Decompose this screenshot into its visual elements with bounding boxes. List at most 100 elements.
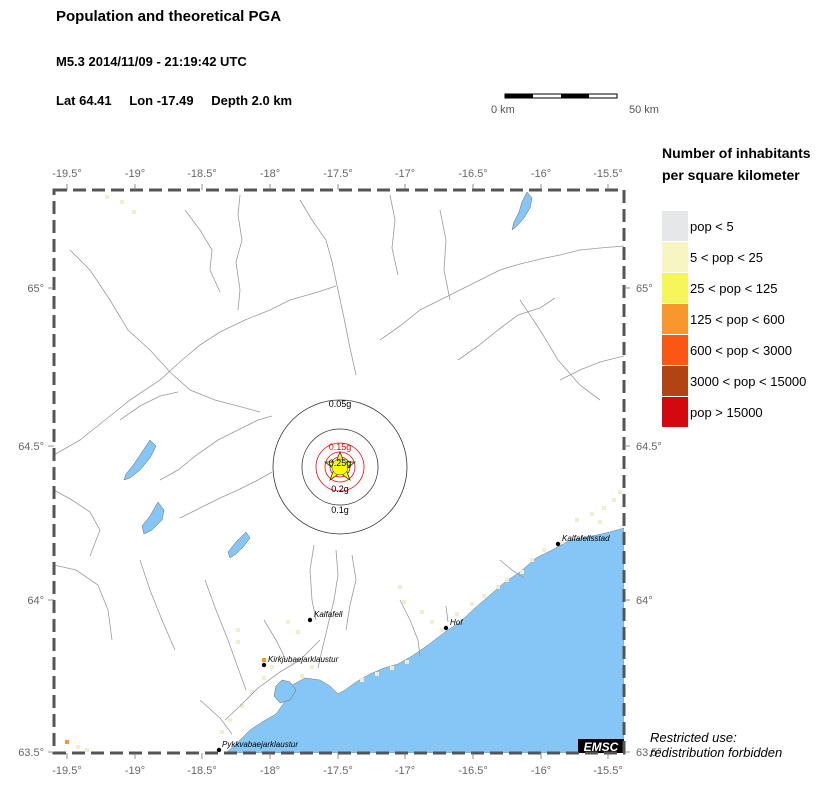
population-legend: Number of inhabitants per square kilomet… — [662, 142, 832, 427]
lon-tick-label: -16.5° — [458, 765, 487, 777]
legend-item: 3000 < pop < 15000 — [662, 366, 832, 396]
lon-tick-label: -15.5° — [593, 765, 622, 777]
bottom-longitude-labels: -19.5° -19° -18.5° -18° -17.5° -17° -16.… — [52, 765, 622, 777]
map-area[interactable]: 0.05g 0.15g 0.25g 0.2g 0.1g Kalfafellsst… — [54, 190, 624, 754]
restriction-line1: Restricted use: — [650, 730, 737, 745]
map-title: Population and theoretical PGA — [56, 8, 282, 25]
lat-tick-label: 63.5° — [18, 747, 44, 759]
restriction-line2: redistribution forbidden — [650, 745, 783, 760]
legend-item: pop < 5 — [662, 211, 832, 241]
lake — [123, 439, 157, 481]
legend-swatch — [662, 366, 688, 396]
legend-item: 125 < pop < 600 — [662, 304, 832, 334]
legend-item: 5 < pop < 25 — [662, 242, 832, 272]
scale-bar-graphic — [504, 93, 618, 99]
population-dot-orange — [65, 740, 69, 744]
legend-label: 25 < pop < 125 — [690, 281, 778, 296]
top-longitude-labels: -19.5° -19° -18.5° -18° -17.5° -17° -16.… — [52, 168, 622, 180]
lon-tick-label: -19° — [125, 168, 145, 180]
lake — [511, 191, 533, 231]
event-summary: M5.3 2014/11/09 - 21:19:42 UTC — [56, 54, 247, 69]
lat-tick-label: 64° — [27, 595, 44, 607]
pga-label-0.15g: 0.15g — [329, 442, 352, 452]
legend-swatch — [662, 335, 688, 365]
lat-tick-label: 64.5° — [636, 441, 662, 453]
scale-bar: 0 km 50 km — [478, 90, 668, 122]
restriction-notice: Restricted use: redistribution forbidden — [650, 730, 782, 760]
bottom-longitude-axis — [66, 753, 609, 759]
lon-tick-label: -18.5° — [187, 765, 216, 777]
right-latitude-labels: 65° 64.5° 64° 63.5° — [636, 283, 662, 759]
lon-tick-label: -16° — [531, 168, 551, 180]
town-marker — [555, 541, 561, 547]
legend-swatch — [662, 397, 688, 427]
lon-tick-label: -16° — [531, 765, 551, 777]
lon-tick-label: -16.5° — [458, 168, 487, 180]
town-label: Hof — [450, 618, 463, 627]
lon-tick-label: -17° — [395, 765, 415, 777]
lat-tick-label: 63.5° — [636, 747, 662, 759]
pga-label-0.05g: 0.05g — [329, 399, 352, 409]
town-label: Kalfafell — [314, 610, 343, 619]
event-location: Lat 64.41 Lon -17.49 Depth 2.0 km — [56, 93, 306, 108]
legend-label: 3000 < pop < 15000 — [690, 374, 807, 389]
legend-item: 600 < pop < 3000 — [662, 335, 832, 365]
population-dot-orange — [262, 658, 266, 662]
lon-tick-label: -17° — [395, 168, 415, 180]
legend-item: pop > 15000 — [662, 397, 832, 427]
lat-tick-label: 65° — [636, 283, 653, 295]
legend-swatch — [662, 242, 688, 272]
top-longitude-axis — [66, 184, 609, 190]
lake — [227, 531, 251, 559]
town-marker — [307, 617, 313, 623]
legend-label: pop > 15000 — [690, 405, 763, 420]
lon-tick-label: -17.5° — [323, 765, 352, 777]
lake — [273, 679, 297, 704]
town-label: Pykkvabaejarklaustur — [222, 740, 298, 749]
pga-contours: 0.05g 0.15g 0.25g 0.2g 0.1g — [272, 399, 408, 535]
town-marker — [261, 662, 267, 668]
town-marker — [216, 747, 222, 753]
emsc-logo-text: EMSC — [584, 740, 619, 754]
latitude-ticks — [48, 287, 630, 753]
legend-title-line2: per square kilometer — [662, 167, 800, 183]
town-label: Kirkjubaejarklaustur — [268, 655, 339, 664]
map-frame — [52, 188, 626, 755]
lon-tick-label: -15.5° — [593, 168, 622, 180]
lon-tick-label: -18° — [260, 168, 280, 180]
epicenter-marker — [331, 458, 349, 476]
town-marker — [443, 625, 449, 631]
legend-title-line1: Number of inhabitants — [662, 145, 811, 161]
lat-tick-label: 64° — [636, 595, 653, 607]
rivers — [54, 194, 624, 735]
lon-tick-label: -18.5° — [187, 168, 216, 180]
towns: Kalfafellsstad Kalfafell Hof Kirkjubaeja… — [216, 534, 610, 753]
emsc-logo — [578, 739, 624, 753]
town-label: Kalfafellsstad — [562, 534, 610, 543]
legend-label: 125 < pop < 600 — [690, 312, 785, 327]
lon-tick-label: -19° — [125, 765, 145, 777]
legend-label: 600 < pop < 3000 — [690, 343, 792, 358]
legend-item: 25 < pop < 125 — [662, 273, 832, 303]
latitude-value: Lat 64.41 — [56, 93, 112, 108]
legend-label: 5 < pop < 25 — [690, 250, 764, 265]
lon-tick-label: -19.5° — [52, 168, 81, 180]
lon-tick-label: -18° — [260, 765, 280, 777]
depth-value: Depth 2.0 km — [211, 93, 293, 108]
legend-label: pop < 5 — [690, 219, 734, 234]
pga-label-0.2g: 0.2g — [331, 484, 349, 494]
legend-swatch — [662, 304, 688, 334]
lon-tick-label: -17.5° — [323, 168, 352, 180]
scale-left-label: 0 km — [491, 104, 515, 116]
legend-title: Number of inhabitants per square kilomet… — [662, 142, 832, 186]
legend-swatch — [662, 211, 688, 241]
legend-swatch — [662, 273, 688, 303]
pga-contour-0.05g — [272, 399, 408, 535]
population-dots — [76, 195, 622, 752]
lon-tick-label: -19.5° — [52, 765, 81, 777]
pga-label-0.1g: 0.1g — [331, 505, 349, 515]
scale-right-label: 50 km — [629, 104, 659, 116]
pga-contour-0.15g — [315, 442, 365, 492]
lat-tick-label: 65° — [27, 283, 44, 295]
